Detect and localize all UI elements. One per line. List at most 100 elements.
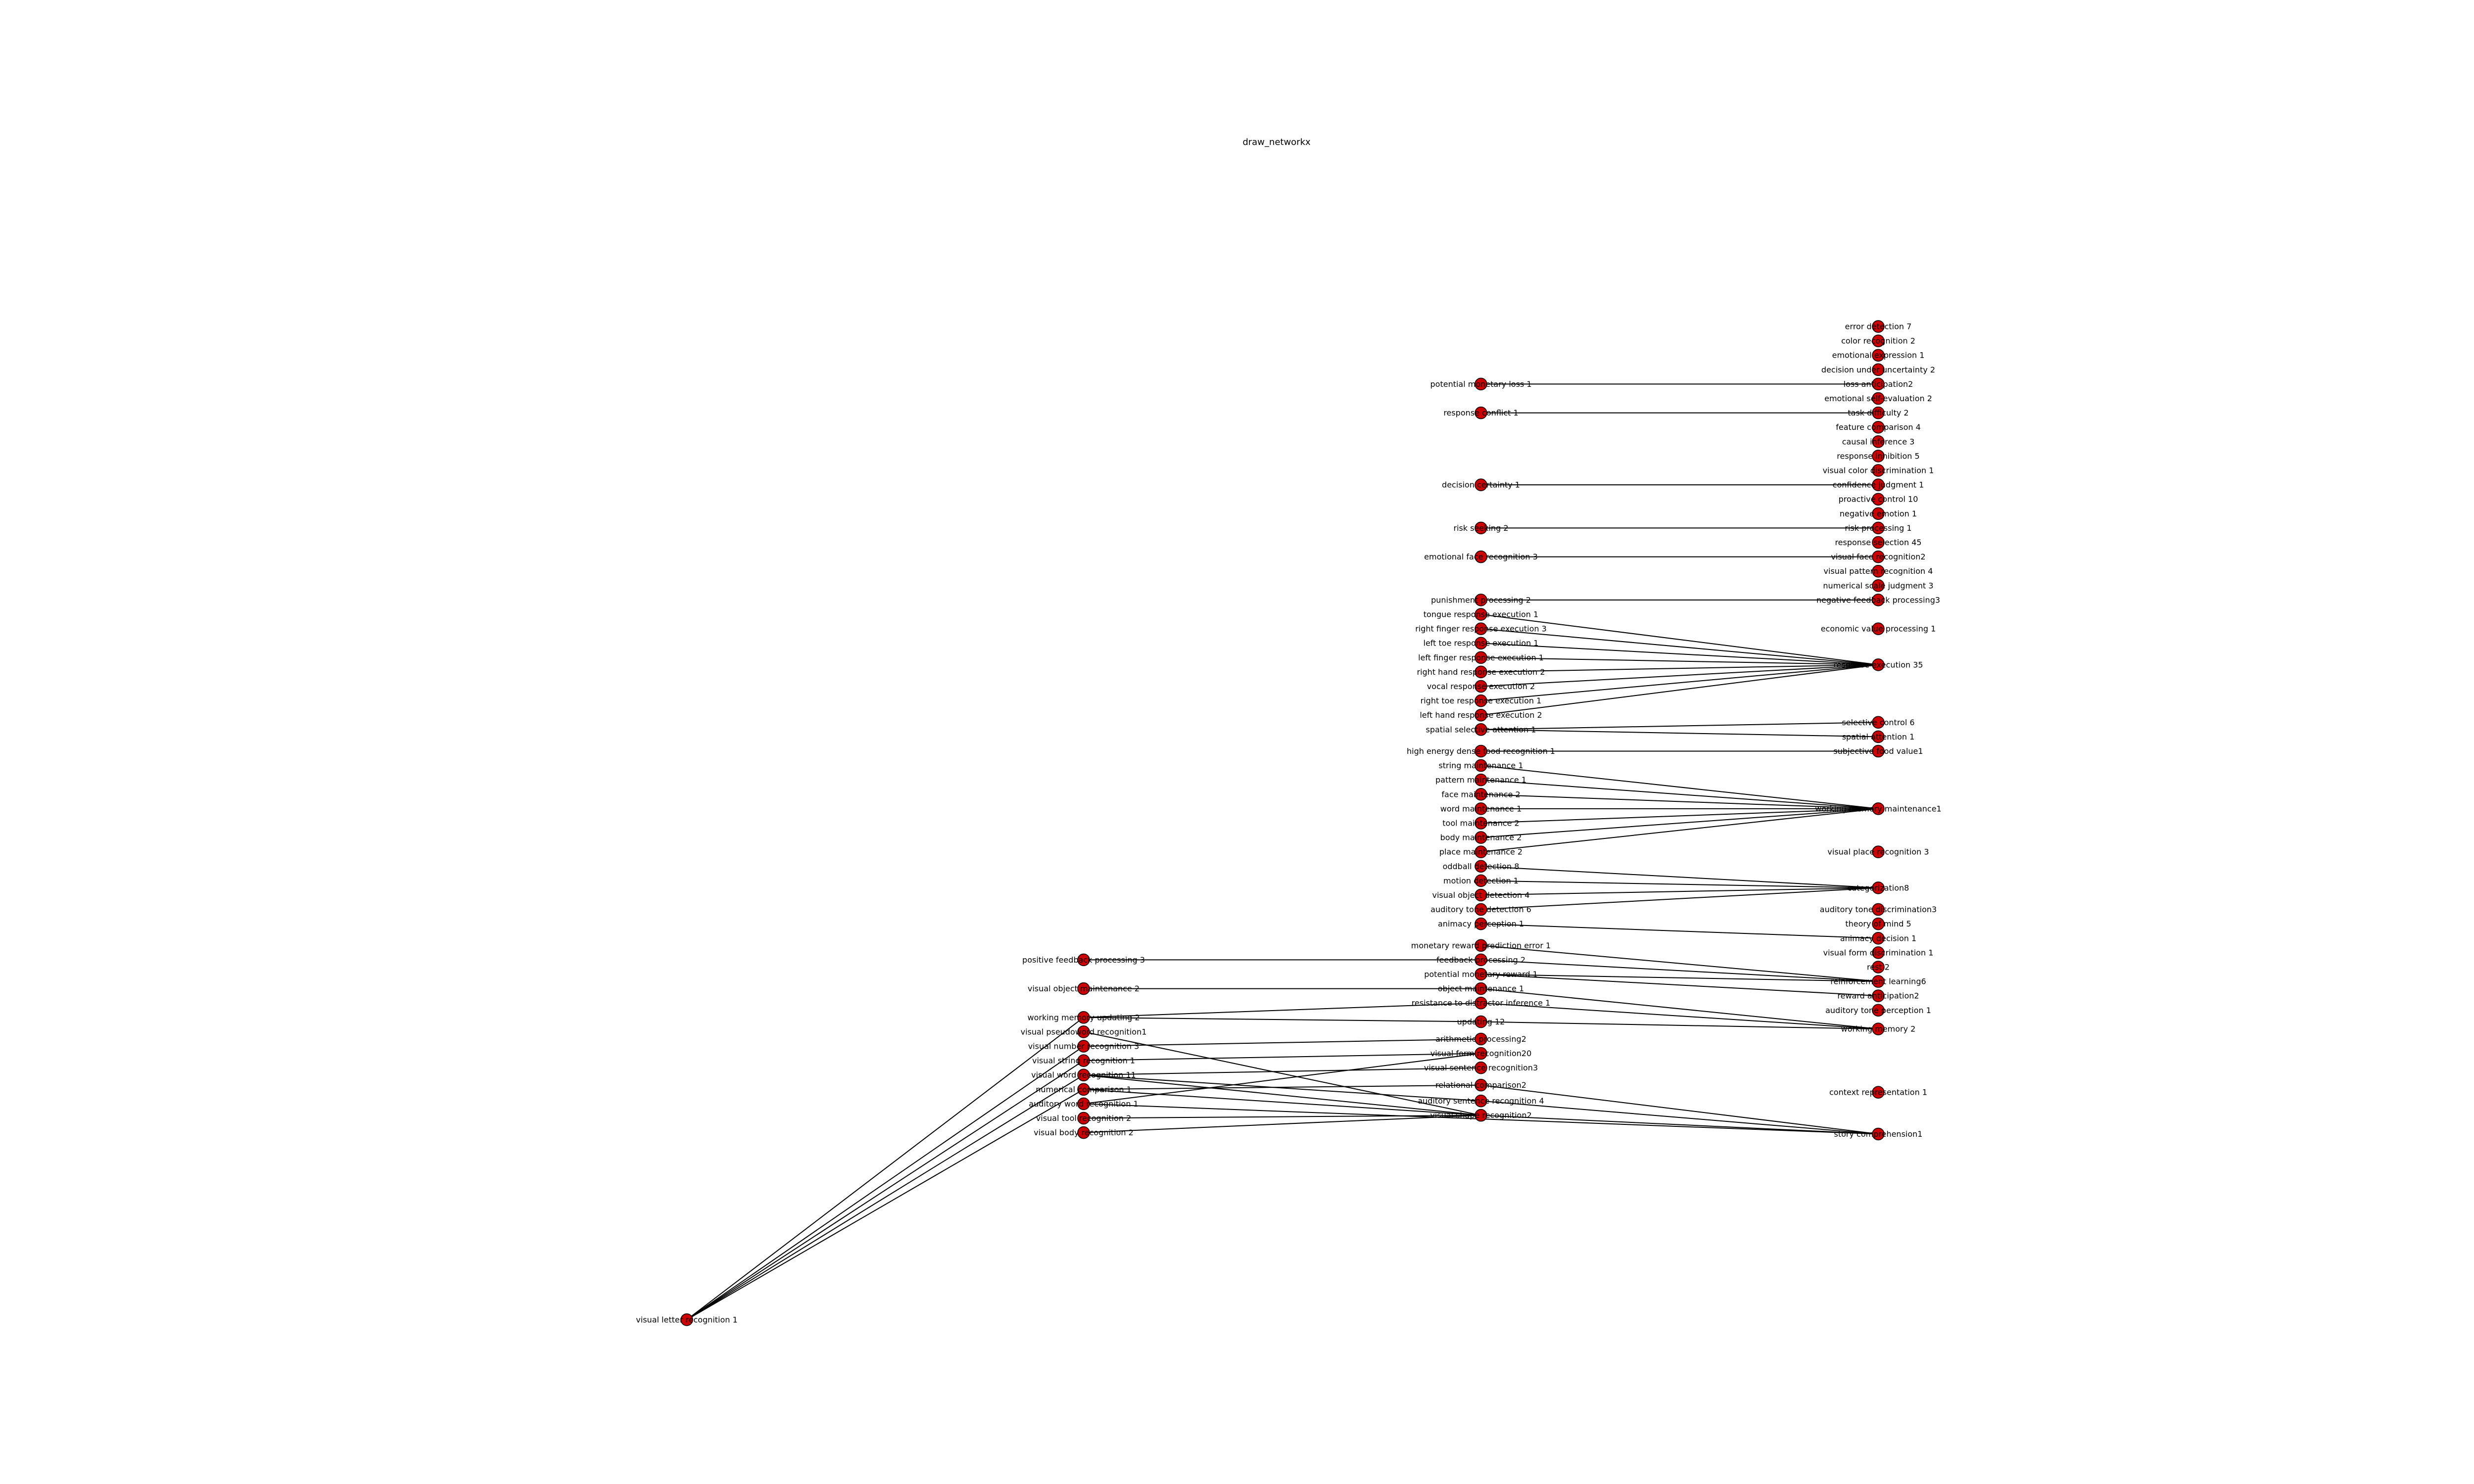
node-label: visual place recognition 3 [1827,847,1929,857]
node-economic-value-processing-1: economic value processing 1 [1821,622,1936,635]
node-label: relational comparison2 [1435,1080,1526,1090]
node-label: proactive control 10 [1839,495,1918,504]
node-visual-shape-recognition2: visual shape recognition2 [1430,1109,1532,1122]
node-categorization8: categorization8 [1848,881,1909,894]
node-pattern-maintenance-1: pattern maintenance 1 [1435,773,1526,787]
node-working-memory-updating-2: working memory updating 2 [1027,1011,1140,1024]
node-marker [1475,744,1487,758]
node-motion-detection-1: motion detection 1 [1443,874,1519,887]
node-response-inhibition-5: response inhibition 5 [1837,450,1920,463]
node-label: negative emotion 1 [1840,509,1917,518]
edge-tongue-response-execution-1--response-execution-35 [1480,614,1879,665]
node-marker [1475,953,1487,967]
node-marker [1475,708,1487,722]
node-right-toe-response-execution-1: right toe response execution 1 [1421,694,1541,707]
node-updating-12: updating 12 [1457,1015,1505,1028]
edge-visual-object-detection-4--categorization8 [1480,887,1879,896]
node-label: selective control 6 [1842,718,1914,727]
node-marker [1077,1011,1090,1024]
node-marker [1475,888,1487,902]
edge-right-toe-response-execution-1--response-execution-35 [1480,664,1879,701]
node-marker [1475,521,1487,535]
node-label: punishment processing 2 [1431,595,1531,604]
node-label: tool maintenance 2 [1442,818,1519,828]
node-marker [1872,320,1885,333]
node-marker [1475,665,1487,679]
node-visual-form-recognition20: visual form recognition20 [1430,1047,1531,1060]
node-label: emotional expression 1 [1832,351,1925,360]
node-marker [1077,1040,1090,1053]
node-label: face maintenance 2 [1441,789,1520,799]
node-label: tongue response execution 1 [1424,610,1538,619]
node-marker [1077,1112,1090,1125]
node-label: context representation 1 [1829,1088,1927,1097]
edges-layer [686,383,1879,1320]
node-label: arithmetic processing2 [1435,1034,1526,1044]
node-label: numerical comparison 1 [1036,1085,1132,1094]
node-tool-maintenance-2: tool maintenance 2 [1442,817,1520,830]
node-label: animacy decision 1 [1840,933,1916,943]
node-label: visual body recognition 2 [1034,1128,1134,1137]
node-label: response execution 35 [1833,660,1923,669]
node-label: left toe response execution 1 [1424,639,1539,648]
node-marker [1077,1025,1090,1038]
node-marker [1872,881,1885,894]
node-marker [1872,1086,1885,1099]
node-numerical-scale-judgment-3: numerical scale judgment 3 [1823,579,1934,592]
node-marker [1475,917,1487,930]
node-decision-certainty-1: decision certainty 1 [1442,478,1520,491]
edge-numerical-comparison-1--visual-shape-recognition2 [1083,1089,1481,1116]
node-marker [1872,802,1885,815]
node-place-maintenance-2: place maintenance 2 [1439,845,1522,858]
edge-string-maintenance-1--working-memory-maintenance1 [1480,765,1879,809]
node-causal-inference-3: causal inference 3 [1842,435,1915,448]
node-marker [1872,716,1885,729]
edge-visual-tool-recognition-2--visual-shape-recognition2 [1083,1114,1481,1119]
node-visual-string-recognition-1: visual string recognition 1 [1032,1054,1135,1067]
node-label: visual number recognition 3 [1028,1042,1140,1051]
node-marker [1475,377,1487,391]
edge-place-maintenance-2--working-memory-maintenance1 [1480,808,1879,853]
node-label: motion detection 1 [1443,876,1519,885]
edge-tool-maintenance-2--working-memory-maintenance1 [1480,808,1879,824]
node-oddball-detection-8: oddball detection 8 [1443,860,1519,873]
node-label: resistance to distractor inference 1 [1412,998,1551,1008]
node-label: reward anticipation2 [1837,991,1919,1001]
node-label: working memory updating 2 [1027,1013,1140,1022]
node-label: causal inference 3 [1842,437,1915,446]
node-marker [1872,1004,1885,1017]
node-marker [1872,961,1885,974]
node-label: right hand response execution 2 [1417,667,1545,677]
node-negative-emotion-1: negative emotion 1 [1840,507,1917,520]
node-label: theory of mind 5 [1845,919,1911,928]
node-marker [1475,831,1487,844]
node-label: feedback processing 2 [1436,955,1525,965]
node-arithmetic-processing2: arithmetic processing2 [1435,1032,1526,1046]
node-marker [1872,521,1885,535]
node-label: working memory maintenance1 [1815,804,1941,813]
node-label: feature comparison 4 [1836,422,1921,432]
node-marker [1475,1032,1487,1046]
edge-face-maintenance-2--working-memory-maintenance1 [1480,793,1879,809]
node-label: left finger response execution 1 [1418,653,1544,662]
node-visual-pseudoword-recognition1: visual pseudoword recognition1 [1021,1025,1147,1038]
node-label: color recognition 2 [1841,336,1915,346]
node-spatial-attention-1: spatial attention 1 [1842,730,1914,743]
node-label: decision under uncertainty 2 [1821,365,1935,374]
edge-potential-monetary-reward-1--reinforcement-learning6 [1480,974,1879,982]
edge-left-hand-response-execution-2--response-execution-35 [1480,664,1879,716]
edge-visual-letter-recognition-1--working-memory-updating-2 [686,1017,1084,1320]
node-error-detection-7: error detection 7 [1845,320,1911,333]
node-response-selection-45: response selection 45 [1835,536,1922,549]
node-label: decision certainty 1 [1442,480,1520,490]
node-selective-control-6: selective control 6 [1842,716,1915,729]
node-potential-monetary-reward-1: potential monetary reward 1 [1424,968,1538,981]
node-label: right finger response execution 3 [1415,624,1547,634]
node-response-conflict-1: response conflict 1 [1443,406,1519,419]
node-label: left hand response execution 2 [1420,710,1542,720]
node-marker [1475,996,1487,1010]
node-label: visual pseudoword recognition1 [1021,1027,1147,1036]
node-auditory-tone-detection-6: auditory tone detection 6 [1430,903,1531,916]
node-marker [1475,478,1487,491]
